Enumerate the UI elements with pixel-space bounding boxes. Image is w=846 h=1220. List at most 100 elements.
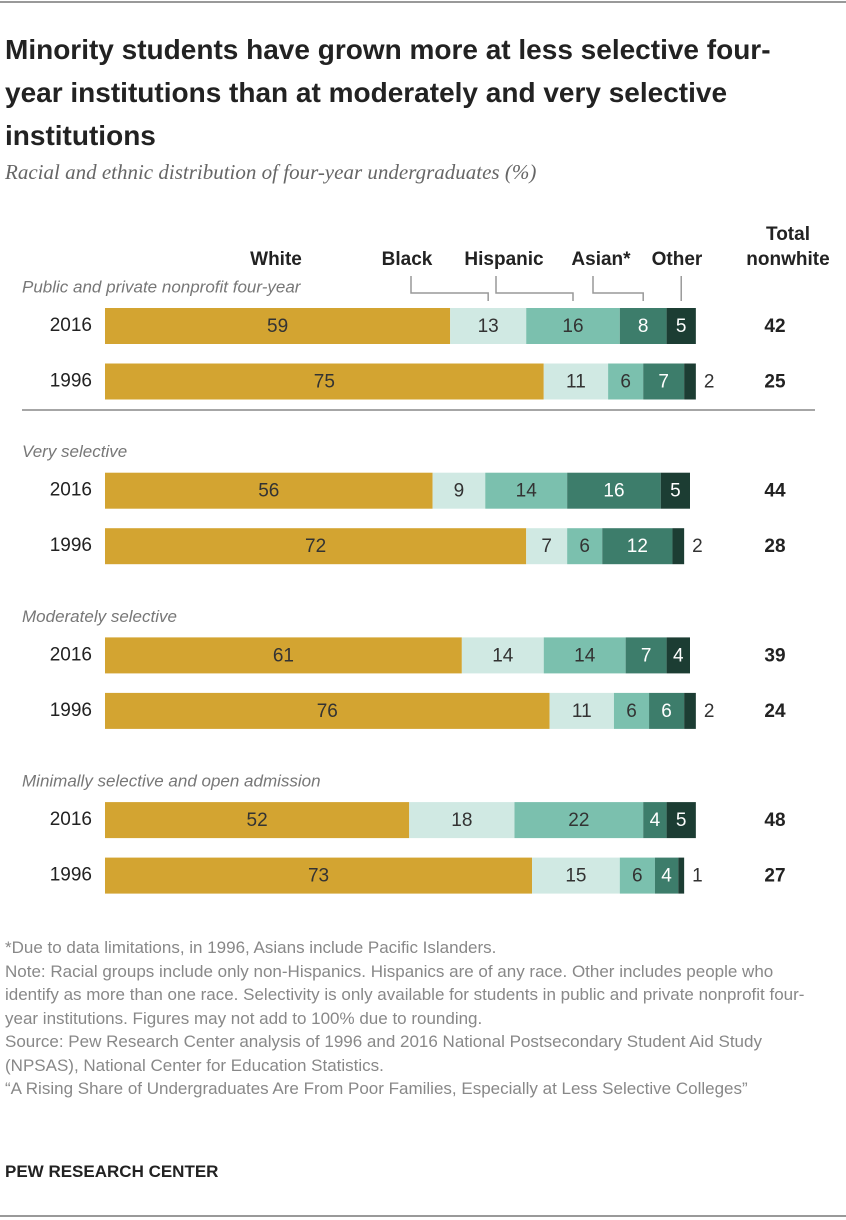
value-label: 14 — [574, 645, 596, 666]
value-label: 15 — [565, 866, 586, 887]
total-value: 44 — [764, 481, 786, 502]
bar-segment — [461, 637, 544, 674]
bar-segment — [105, 637, 462, 674]
value-label: 9 — [454, 481, 465, 502]
group-label: Very selective — [22, 442, 127, 461]
value-label: 4 — [661, 866, 672, 887]
legend-label: Other — [652, 249, 703, 270]
bar-segment — [684, 692, 696, 729]
value-label: 1 — [692, 866, 703, 887]
bar-segment — [432, 472, 486, 509]
credit: PEW RESEARCH CENTER — [5, 1162, 219, 1181]
value-label: 75 — [314, 372, 335, 393]
note: “A Rising Share of Undergraduates Are Fr… — [5, 1079, 748, 1098]
value-label: 22 — [568, 810, 589, 831]
value-label: 6 — [579, 536, 590, 557]
year-label: 2016 — [50, 315, 92, 336]
total-value: 48 — [764, 810, 785, 831]
value-label: 56 — [258, 481, 279, 502]
bar-segment — [660, 472, 690, 509]
value-label: 72 — [305, 536, 326, 557]
bar-segment — [643, 802, 667, 839]
year-label: 2016 — [50, 644, 92, 665]
bar-segment — [409, 802, 515, 839]
value-label: 5 — [676, 316, 687, 337]
bar-segment — [543, 363, 609, 400]
value-label: 14 — [516, 481, 538, 502]
bar-segment — [666, 308, 696, 344]
year-label: 1996 — [50, 700, 92, 721]
total-header: Total nonwhite — [746, 224, 830, 270]
total-value: 24 — [764, 701, 786, 722]
total-value: 25 — [764, 372, 786, 393]
bar-segment — [105, 472, 433, 509]
value-label: 14 — [492, 645, 514, 666]
value-label: 6 — [620, 372, 631, 393]
group-label: Moderately selective — [22, 607, 177, 626]
year-label: 2016 — [50, 809, 92, 830]
bar-segment — [514, 802, 644, 839]
legend-connector — [410, 276, 489, 301]
value-label: 2 — [704, 372, 715, 393]
legend-connector — [495, 276, 574, 301]
legend-connector — [592, 276, 644, 301]
value-label: 5 — [670, 481, 681, 502]
value-label: 4 — [673, 645, 684, 666]
bar-segment — [666, 802, 696, 839]
bar-segment — [654, 857, 679, 894]
value-label: 73 — [308, 866, 329, 887]
bar-segment — [105, 363, 544, 400]
bar-segment — [567, 528, 603, 565]
bar-segment — [485, 472, 568, 509]
note: Note: Racial groups include only non-His… — [5, 961, 805, 1028]
bar-segment — [549, 692, 614, 729]
value-label: 11 — [572, 701, 592, 722]
value-label: 8 — [638, 316, 649, 337]
bar-segment — [619, 308, 667, 344]
value-label: 61 — [273, 645, 294, 666]
group-label: Minimally selective and open admission — [22, 772, 321, 791]
bar-segment — [105, 802, 410, 839]
year-label: 1996 — [50, 535, 92, 556]
bar-segment — [105, 308, 451, 344]
bar-segment — [526, 528, 568, 565]
total-value: 28 — [764, 536, 785, 557]
value-label: 7 — [541, 536, 552, 557]
title: Minority students have grown more at les… — [5, 34, 771, 151]
bar-segment — [608, 363, 644, 400]
bar-segment — [532, 857, 620, 894]
notes: *Due to data limitations, in 1996, Asian… — [5, 936, 820, 1101]
value-label: 7 — [641, 645, 652, 666]
legend-label: Asian* — [571, 249, 631, 270]
bar-segment — [649, 692, 685, 729]
value-label: 2 — [692, 536, 703, 557]
bar-segment — [105, 528, 527, 565]
value-label: 18 — [451, 810, 472, 831]
bar-segment — [666, 637, 690, 674]
bar-segment — [613, 692, 650, 729]
value-label: 11 — [566, 372, 586, 393]
bar-segment — [602, 528, 673, 565]
value-label: 5 — [676, 810, 687, 831]
bar-segment — [643, 363, 685, 400]
value-label: 59 — [267, 316, 288, 337]
value-label: 2 — [704, 701, 715, 722]
bar-segment — [625, 637, 667, 674]
value-label: 52 — [247, 810, 268, 831]
legend-label: Black — [382, 249, 433, 270]
value-label: 76 — [317, 701, 338, 722]
value-label: 12 — [627, 536, 648, 557]
year-label: 1996 — [50, 371, 92, 392]
value-label: 7 — [658, 372, 669, 393]
note: Source: Pew Research Center analysis of … — [5, 1032, 762, 1075]
bar-segment — [684, 363, 696, 400]
subtitle: Racial and ethnic distribution of four-y… — [5, 160, 537, 184]
bar-segment — [567, 472, 661, 509]
note: *Due to data limitations, in 1996, Asian… — [5, 938, 497, 957]
bar-segment — [526, 308, 620, 344]
bar-segment — [672, 528, 685, 565]
bar-segment — [105, 857, 533, 894]
value-label: 13 — [478, 316, 499, 337]
